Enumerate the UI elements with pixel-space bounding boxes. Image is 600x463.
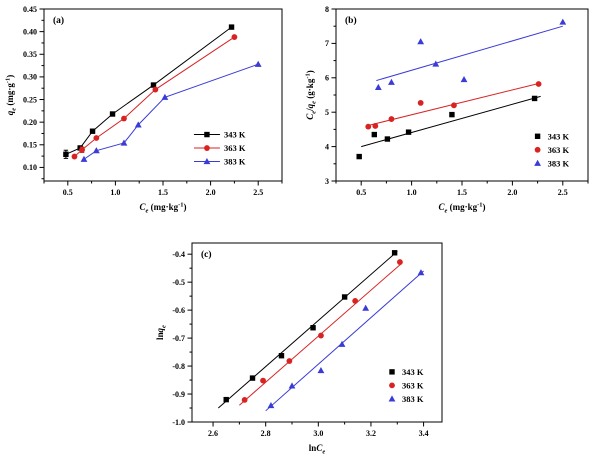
y-axis-title: Ce/qe (g·kg-1) xyxy=(304,70,317,119)
x-tick-label: 2.8 xyxy=(261,429,271,438)
x-tick-label: 0.5 xyxy=(63,188,73,197)
x-tick-label: 2.5 xyxy=(253,188,263,197)
legend-label: 343 K xyxy=(402,367,424,377)
legend-label: 363 K xyxy=(402,380,424,390)
series-343-k xyxy=(356,95,541,160)
panel-label: (a) xyxy=(53,15,64,26)
axis-labels: 0.5 1.0 1.5 2.0 2.5 3 4 5 6 7 8 Ce (mg·kg-1) Ce/qe (… xyxy=(304,5,567,215)
y-tick-label: -0.9 xyxy=(172,390,185,399)
x-tick-label: 0.5 xyxy=(356,188,366,197)
fit-line xyxy=(265,270,424,412)
y-axis-title: lnqe xyxy=(155,325,167,340)
y-tick-label: 0.45 xyxy=(23,5,37,14)
fit-line xyxy=(376,25,563,82)
x-axis-title: Ce (mg·kg-1) xyxy=(438,201,485,214)
x-tick-label: 3.4 xyxy=(419,429,429,438)
y-tick-label: 5 xyxy=(325,108,329,117)
axes xyxy=(39,8,283,186)
x-tick-label: 3.0 xyxy=(313,429,323,438)
y-tick-label: 6 xyxy=(325,74,329,83)
legend-label: 343 K xyxy=(224,130,246,140)
y-tick-label: 0.15 xyxy=(23,141,37,150)
y-tick-label: -0.7 xyxy=(172,334,185,343)
series-363-k xyxy=(365,81,542,130)
series-363-k xyxy=(239,259,403,406)
series-383-k xyxy=(80,60,262,162)
y-tick-label: 0.20 xyxy=(23,118,37,127)
axis-labels: 2.6 2.8 3.0 3.2 3.4 -1.0 -0.9 -0.8 -0.7 -0.6 -0.5 -… xyxy=(155,250,429,455)
chart-panel-a: 0.5 1.0 1.5 2.0 2.5 0.10 0.15 0.20 0.25 0.30 0.35 0… xyxy=(2,1,298,221)
series-383-k xyxy=(374,18,567,91)
series-383-k xyxy=(265,269,425,412)
series-343-k xyxy=(63,24,235,159)
y-tick-label: 0.25 xyxy=(23,95,37,104)
legend: 343 K 363 K 383 K xyxy=(193,130,246,167)
series-363-k xyxy=(71,34,238,160)
legend: 343 K 363 K 383 K xyxy=(534,131,569,168)
chart-panel-b: 0.5 1.0 1.5 2.0 2.5 3 4 5 6 7 8 Ce (mg·kg-1) Ce/qe (… xyxy=(302,1,598,221)
legend: 343 K 363 K 383 K xyxy=(388,367,424,404)
x-tick-label: 2.6 xyxy=(208,429,218,438)
y-axis-title: qe (mg·g-1) xyxy=(4,75,17,116)
x-axis-title: lnCe xyxy=(309,443,326,455)
y-tick-label: 8 xyxy=(325,5,329,14)
legend-label: 383 K xyxy=(224,157,246,167)
panel-label: (b) xyxy=(345,15,357,26)
x-tick-label: 3.2 xyxy=(366,429,376,438)
plot-frame xyxy=(335,8,589,182)
y-tick-label: 0.10 xyxy=(23,163,37,172)
panel-label: (c) xyxy=(201,249,212,260)
x-tick-label: 1.0 xyxy=(407,188,417,197)
y-tick-label: 4 xyxy=(325,142,329,151)
plot-frame xyxy=(191,242,443,423)
y-tick-label: 3 xyxy=(325,177,329,186)
y-tick-label: -1.0 xyxy=(172,418,185,427)
y-tick-label: 7 xyxy=(325,39,329,48)
chart-svg-c: 2.6 2.8 3.0 3.2 3.4 -1.0 -0.9 -0.8 -0.7 -0.6 -0.5 -… xyxy=(155,242,443,455)
x-tick-label: 1.0 xyxy=(110,188,120,197)
axes xyxy=(331,8,589,186)
legend-label: 363 K xyxy=(548,145,570,155)
chart-svg-b: 0.5 1.0 1.5 2.0 2.5 3 4 5 6 7 8 Ce (mg·kg-1) Ce/qe (… xyxy=(304,5,589,215)
fit-line xyxy=(217,251,398,409)
axes xyxy=(187,253,425,427)
x-tick-label: 2.0 xyxy=(206,188,216,197)
chart-svg-a: 0.5 1.0 1.5 2.0 2.5 0.10 0.15 0.20 0.25 0.30 0.35 0… xyxy=(4,5,283,215)
legend-label: 343 K xyxy=(548,131,570,141)
y-tick-label: -0.4 xyxy=(172,250,185,259)
axis-labels: 0.5 1.0 1.5 2.0 2.5 0.10 0.15 0.20 0.25 0.30 0.35 0… xyxy=(4,5,263,215)
plot-frame xyxy=(43,8,283,182)
x-tick-label: 1.5 xyxy=(158,188,168,197)
x-tick-label: 2.5 xyxy=(558,188,568,197)
y-tick-label: 0.30 xyxy=(23,73,37,82)
legend-label: 383 K xyxy=(548,158,570,168)
fit-line xyxy=(361,95,541,148)
x-tick-label: 1.5 xyxy=(457,188,467,197)
x-axis-title: Ce (mg·kg-1) xyxy=(139,201,186,214)
legend-label: 363 K xyxy=(224,143,246,153)
x-tick-label: 2.0 xyxy=(507,188,517,197)
y-tick-label: -0.5 xyxy=(172,278,185,287)
y-tick-label: 0.35 xyxy=(23,50,37,59)
series-343-k xyxy=(217,250,398,409)
y-tick-label: 0.40 xyxy=(23,27,37,36)
y-tick-label: -0.6 xyxy=(172,306,185,315)
chart-panel-c: 2.6 2.8 3.0 3.2 3.4 -1.0 -0.9 -0.8 -0.7 -0.6 -0.5 -… xyxy=(150,233,490,462)
legend-label: 383 K xyxy=(402,394,424,404)
y-tick-label: -0.8 xyxy=(172,362,185,371)
